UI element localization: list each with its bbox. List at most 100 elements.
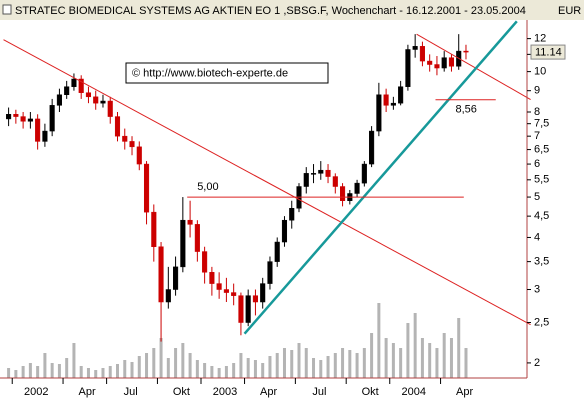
title-icon <box>2 4 12 15</box>
candle-body <box>419 46 425 62</box>
y-tick-label: 9 <box>534 85 540 97</box>
y-tick-label: 2,5 <box>534 316 549 328</box>
volume-bar <box>406 323 410 378</box>
volume-bar <box>457 318 461 378</box>
trend-line <box>416 33 531 100</box>
volume-bar <box>174 348 178 378</box>
volume-bar <box>57 364 61 378</box>
candle-body <box>267 261 273 284</box>
candle-body <box>202 251 208 273</box>
volume-bar <box>145 353 149 378</box>
volume-bar <box>268 356 272 378</box>
currency: EUR <box>558 5 581 17</box>
volume-bar <box>253 360 257 378</box>
volume-bar <box>290 350 294 378</box>
volume-bar <box>319 360 323 378</box>
candle-body <box>390 102 396 106</box>
candle-body <box>122 135 128 142</box>
volume-bar <box>14 370 18 378</box>
watermark-box <box>125 62 329 84</box>
candle-body <box>49 105 55 132</box>
y-tick-label: 6,5 <box>534 143 549 155</box>
last-price-box <box>530 44 566 60</box>
x-tick-label: Okt <box>362 386 379 398</box>
volume-bar <box>152 348 156 378</box>
candle-body <box>151 211 157 247</box>
volume-bar <box>195 360 199 378</box>
candle-body <box>354 182 360 194</box>
y-tick-label: 8 <box>534 106 540 118</box>
trend-line <box>3 39 531 326</box>
y-tick-label: 4,5 <box>534 210 549 222</box>
volume-bar <box>333 353 337 378</box>
level-label: 5,00 <box>197 181 218 193</box>
volume-bar <box>50 363 54 378</box>
y-tick-label: 10 <box>534 66 546 78</box>
y-tick-label: 4 <box>534 231 540 243</box>
volume-bar <box>246 358 250 378</box>
title-bar <box>0 0 584 20</box>
volume-bar <box>137 356 141 378</box>
candle-body <box>114 116 121 137</box>
volume-bar <box>341 348 345 378</box>
volume-bar <box>312 358 316 378</box>
x-tick-label: Jul <box>312 386 326 398</box>
candle-body <box>93 96 99 104</box>
y-tick-label: 6 <box>534 158 540 170</box>
volume-bar <box>36 366 40 378</box>
candle-body <box>383 94 389 106</box>
volume-bar <box>442 333 446 378</box>
plot <box>3 20 531 378</box>
volume-bar <box>413 313 417 378</box>
candle-body <box>260 283 266 303</box>
volume-bar <box>232 363 236 378</box>
volume-bar <box>210 366 214 378</box>
volume-bar <box>21 366 25 378</box>
candle-body <box>289 208 295 221</box>
x-tick-label: 2003 <box>213 386 237 398</box>
y-tick-label: 3,5 <box>534 256 549 268</box>
volume-bar <box>384 338 388 378</box>
candle-body <box>434 64 440 69</box>
level-label: 8,56 <box>455 104 476 116</box>
volume-bar <box>304 348 308 378</box>
candle-body <box>427 60 433 65</box>
candle-body <box>216 283 222 290</box>
volume-bar <box>79 366 83 378</box>
volume-bar <box>428 343 432 378</box>
candle-body <box>325 169 331 177</box>
x-tick-label: Jul <box>124 386 138 398</box>
candle-body <box>231 292 237 296</box>
y-tick-label: 12 <box>534 33 546 45</box>
y-tick-label: 5,5 <box>534 174 549 186</box>
x-tick-label: Apr <box>456 386 473 398</box>
candle-body <box>143 163 150 213</box>
candle-body <box>20 116 26 122</box>
candle-body <box>405 49 411 87</box>
candle-body <box>85 92 92 98</box>
candle-body <box>27 118 33 122</box>
candle-body <box>35 118 41 142</box>
y-tick-label: 2 <box>534 357 540 369</box>
volume-bar <box>355 353 359 378</box>
candle-body <box>376 94 382 132</box>
candle-body <box>187 219 193 225</box>
candle-body <box>194 224 200 252</box>
x-tick-label: Apr <box>260 386 277 398</box>
candle-body <box>361 163 367 184</box>
volume-bar <box>449 338 453 378</box>
candle-body <box>100 100 106 104</box>
volume-bar <box>28 363 32 378</box>
candle-body <box>107 100 113 117</box>
candle-body <box>173 266 179 290</box>
candle-body <box>318 169 324 174</box>
volume-bar <box>181 343 185 378</box>
volume-bar <box>282 348 286 378</box>
candle-body <box>64 86 70 96</box>
volume-bar <box>159 338 163 378</box>
volume-bar <box>101 368 105 378</box>
volume-bar <box>86 368 90 378</box>
x-tick-label: 2004 <box>402 386 426 398</box>
candle-body <box>78 78 84 93</box>
volume-bar <box>362 348 366 378</box>
